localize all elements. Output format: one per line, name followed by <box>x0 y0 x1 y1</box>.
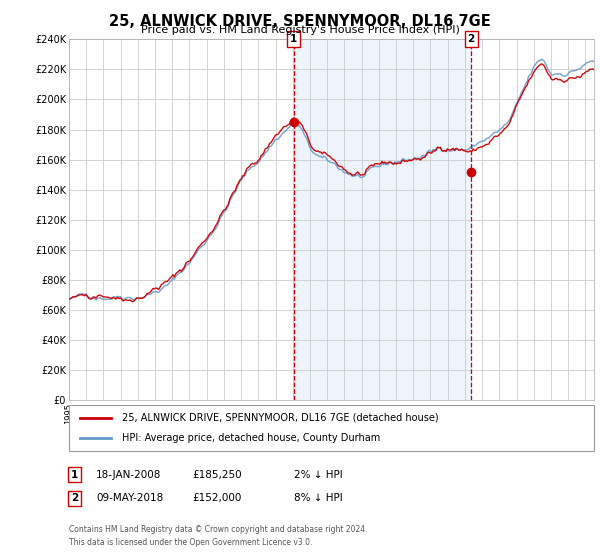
Text: £152,000: £152,000 <box>192 493 241 503</box>
Text: 2% ↓ HPI: 2% ↓ HPI <box>294 470 343 480</box>
Text: 8% ↓ HPI: 8% ↓ HPI <box>294 493 343 503</box>
Text: 2: 2 <box>71 493 78 503</box>
Text: Price paid vs. HM Land Registry's House Price Index (HPI): Price paid vs. HM Land Registry's House … <box>140 25 460 35</box>
Text: 25, ALNWICK DRIVE, SPENNYMOOR, DL16 7GE (detached house): 25, ALNWICK DRIVE, SPENNYMOOR, DL16 7GE … <box>121 413 438 423</box>
Bar <box>293 39 471 400</box>
Text: 18-JAN-2008: 18-JAN-2008 <box>96 470 161 480</box>
Text: 2: 2 <box>467 34 475 44</box>
Text: £185,250: £185,250 <box>192 470 242 480</box>
Text: 1: 1 <box>71 470 78 480</box>
Text: Contains HM Land Registry data © Crown copyright and database right 2024.
This d: Contains HM Land Registry data © Crown c… <box>69 525 367 547</box>
Text: 09-MAY-2018: 09-MAY-2018 <box>96 493 163 503</box>
Text: 1: 1 <box>290 34 297 44</box>
FancyBboxPatch shape <box>69 405 594 451</box>
Text: 25, ALNWICK DRIVE, SPENNYMOOR, DL16 7GE: 25, ALNWICK DRIVE, SPENNYMOOR, DL16 7GE <box>109 14 491 29</box>
Text: HPI: Average price, detached house, County Durham: HPI: Average price, detached house, Coun… <box>121 433 380 443</box>
